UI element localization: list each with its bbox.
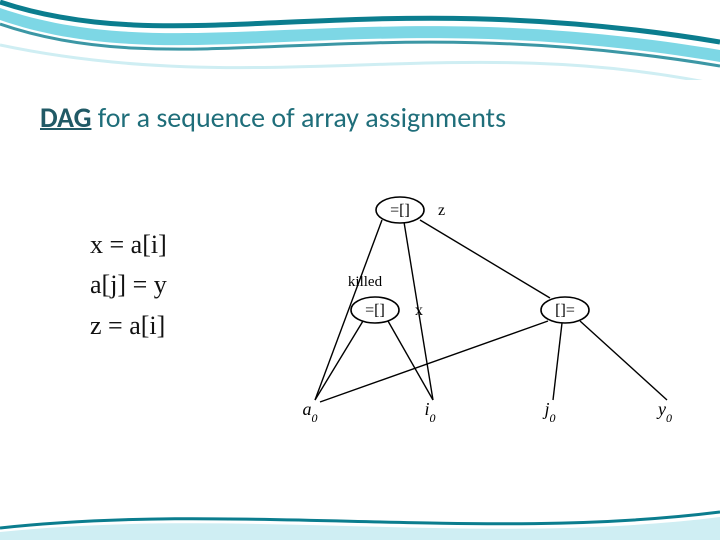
svg-text:a0: a0: [303, 399, 318, 425]
title-rest: for a sequence of array assignments: [91, 100, 506, 135]
bottom-wave-decoration: [0, 502, 720, 540]
svg-text:=[]: =[]: [365, 302, 385, 319]
code-line-2: a[j] = y: [90, 265, 167, 305]
svg-text:killed: killed: [348, 274, 383, 290]
code-block: x = a[i] a[j] = y z = a[i]: [90, 225, 167, 346]
code-line-3: z = a[i]: [90, 306, 167, 346]
svg-text:[]=: []=: [555, 302, 575, 319]
dag-diagram: =[] z =[] x killed []= a0 i0 j0 y0: [270, 180, 700, 440]
code-line-1: x = a[i]: [90, 225, 167, 265]
title-dag-word: DAG: [40, 100, 91, 135]
svg-text:i0: i0: [424, 399, 435, 425]
dag-svg: =[] z =[] x killed []= a0 i0 j0 y0: [270, 180, 700, 440]
slide-title: DAG for a sequence of array assignments: [40, 100, 506, 135]
slide: DAG for a sequence of array assignments …: [0, 0, 720, 540]
svg-text:=[]: =[]: [390, 202, 410, 219]
svg-text:j0: j0: [542, 399, 555, 425]
svg-text:y0: y0: [656, 399, 672, 425]
svg-text:z: z: [438, 202, 445, 219]
top-wave-decoration: [0, 0, 720, 80]
svg-text:x: x: [415, 302, 423, 319]
